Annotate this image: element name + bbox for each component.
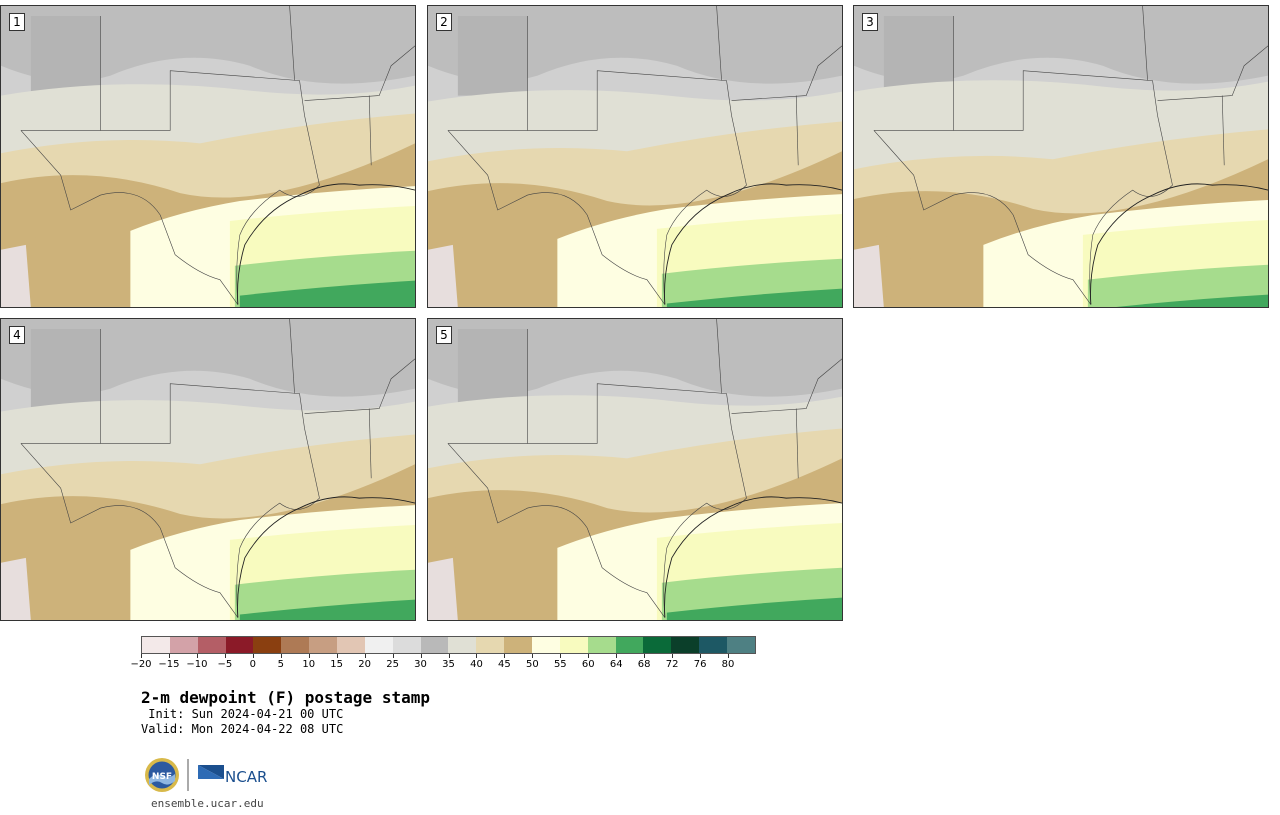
colorbar-tick-label: 5 xyxy=(277,659,284,670)
colorbar-tick-label: −5 xyxy=(217,659,233,670)
colorbar-tick-label: 0 xyxy=(249,659,256,670)
member-panel-2: 2 xyxy=(427,5,843,308)
colorbar-tick xyxy=(392,654,394,658)
member-number: 3 xyxy=(862,13,878,31)
dewpoint-map xyxy=(428,319,842,620)
colorbar-segment xyxy=(671,637,700,653)
colorbar-segment xyxy=(197,637,226,653)
colorbar-tick-label: 35 xyxy=(442,659,455,670)
colorbar-segment xyxy=(364,637,393,653)
colorbar-tick-label: 68 xyxy=(637,659,651,670)
colorbar-tick xyxy=(504,654,506,658)
colorbar-ticks: −20 −15 −10 −5 0 5 10 15 20 25 30 35 40 45 50 55 60 64 68 7… xyxy=(130,654,756,674)
colorbar-tick-label: −10 xyxy=(186,659,208,670)
colorbar-tick xyxy=(728,654,730,658)
colorbar-tick xyxy=(420,654,422,658)
colorbar-tick xyxy=(672,654,674,658)
colorbar-segment xyxy=(448,637,477,653)
colorbar-segment xyxy=(420,637,449,653)
init-time: Init: Sun 2024-04-21 00 UTC xyxy=(141,707,344,721)
nsf-ncar-logo: NSF NCAR xyxy=(145,758,267,792)
colorbar-tick xyxy=(532,654,534,658)
colorbar-tick-label: 20 xyxy=(358,659,371,670)
colorbar-tick xyxy=(168,654,170,658)
colorbar-tick xyxy=(364,654,366,658)
colorbar-segment xyxy=(142,637,170,653)
colorbar-tick-label: 45 xyxy=(498,659,511,670)
colorbar-segment xyxy=(281,637,310,653)
colorbar-tick xyxy=(224,654,226,658)
colorbar-tick xyxy=(700,654,702,658)
website-link[interactable]: ensemble.ucar.edu xyxy=(151,797,264,810)
colorbar-tick-label: 25 xyxy=(386,659,399,670)
colorbar-segment xyxy=(727,637,755,653)
dewpoint-map xyxy=(1,6,415,307)
member-number: 4 xyxy=(9,326,25,344)
colorbar-tick xyxy=(448,654,450,658)
member-number: 2 xyxy=(436,13,452,31)
member-panel-4: 4 xyxy=(0,318,416,621)
colorbar xyxy=(141,636,756,654)
colorbar-segment xyxy=(615,637,644,653)
colorbar-tick-label: 72 xyxy=(665,659,679,670)
colorbar-segment xyxy=(699,637,728,653)
colorbar-segment xyxy=(559,637,588,653)
colorbar-tick-label: 76 xyxy=(693,659,707,670)
dewpoint-map xyxy=(428,6,842,307)
colorbar-tick-label: 55 xyxy=(553,659,567,670)
dewpoint-map xyxy=(1,319,415,620)
colorbar-segment xyxy=(643,637,672,653)
colorbar-tick xyxy=(476,654,478,658)
colorbar-tick-label: 50 xyxy=(525,659,539,670)
member-panel-5: 5 xyxy=(427,318,843,621)
colorbar-tick-label: 60 xyxy=(581,659,595,670)
colorbar-segment xyxy=(309,637,338,653)
member-number: 1 xyxy=(9,13,25,31)
member-number: 5 xyxy=(436,326,452,344)
colorbar-tick xyxy=(336,654,338,658)
colorbar-segment xyxy=(337,637,365,653)
colorbar-tick xyxy=(196,654,198,658)
valid-time: Valid: Mon 2024-04-22 08 UTC xyxy=(141,722,344,736)
colorbar-segment xyxy=(587,637,616,653)
colorbar-tick xyxy=(560,654,562,658)
colorbar-tick xyxy=(141,654,142,658)
colorbar-tick-label: 10 xyxy=(302,659,316,670)
colorbar-tick xyxy=(308,654,310,658)
colorbar-tick xyxy=(280,654,282,658)
dewpoint-map xyxy=(854,6,1268,307)
colorbar-tick-label: −15 xyxy=(158,659,180,670)
colorbar-segment xyxy=(253,637,282,653)
chart-title: 2-m dewpoint (F) postage stamp xyxy=(141,688,430,707)
colorbar-tick xyxy=(252,654,254,658)
svg-text:NCAR: NCAR xyxy=(225,768,267,786)
colorbar-tick xyxy=(644,654,646,658)
colorbar-tick-label: 64 xyxy=(609,659,623,670)
ncar-logo-icon: NCAR xyxy=(198,765,267,786)
colorbar-tick-label: 40 xyxy=(470,659,483,670)
svg-text:NSF: NSF xyxy=(152,772,172,782)
colorbar-tick-label: 80 xyxy=(721,659,735,670)
member-panel-1: 1 xyxy=(0,5,416,308)
colorbar-tick-label: −20 xyxy=(130,659,152,670)
colorbar-segment xyxy=(504,637,533,653)
colorbar-segment xyxy=(392,637,421,653)
colorbar-tick-label: 15 xyxy=(330,659,344,670)
logos: NSF NCAR xyxy=(144,757,284,793)
colorbar-tick xyxy=(616,654,618,658)
colorbar-segment xyxy=(225,637,254,653)
nsf-seal-icon: NSF xyxy=(145,758,179,792)
colorbar-segment xyxy=(532,637,560,653)
colorbar-segment xyxy=(169,637,198,653)
colorbar-segment xyxy=(476,637,505,653)
colorbar-tick-label: 30 xyxy=(414,659,427,670)
member-panel-3: 3 xyxy=(853,5,1269,308)
colorbar-tick xyxy=(588,654,590,658)
